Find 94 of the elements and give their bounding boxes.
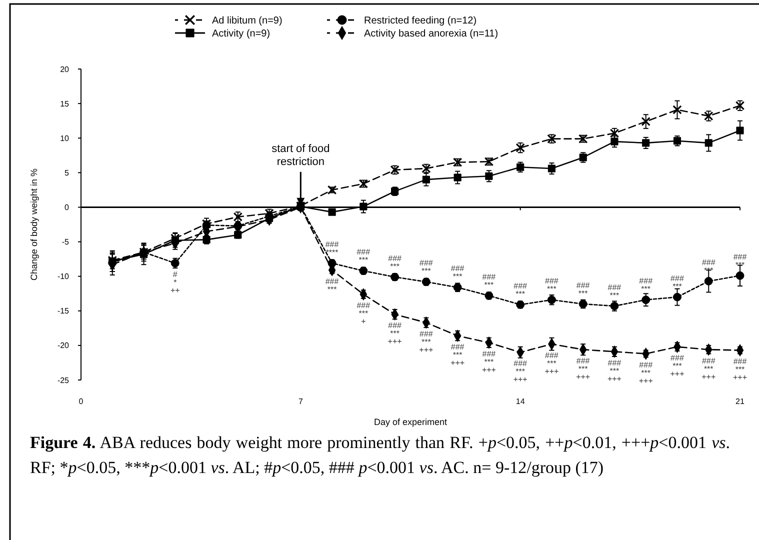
annotation: *** bbox=[358, 256, 368, 265]
y-tick-label: -15 bbox=[57, 306, 70, 316]
annotation: ### bbox=[670, 354, 684, 363]
annotation: *** bbox=[610, 366, 620, 376]
annotation: +++ bbox=[702, 372, 716, 382]
y-tick-label: -5 bbox=[62, 238, 70, 247]
annotation: *** bbox=[358, 309, 368, 318]
text: Figure 4. ABA reduces body weight more prominently than RF. +p<0.05, ++p<0.01, +++p<0.001 vs. RF; *p<0.05, ***p<0.001 vs. AL; #p<0.05, ### p<0.001 vs. AC. n= 9-12/group (17) bbox=[30, 433, 730, 477]
legend-label: Restricted feeding (n=12) bbox=[364, 16, 477, 26]
annotation: ### bbox=[702, 356, 716, 366]
annotation: ### bbox=[670, 274, 684, 283]
annotation: *** bbox=[484, 280, 494, 290]
annotation: ### bbox=[450, 342, 465, 352]
annotation: +++ bbox=[576, 372, 590, 382]
annotation: # bbox=[172, 270, 178, 279]
legend-label: Activity (n=9) bbox=[212, 28, 270, 40]
annotation: *** bbox=[735, 365, 745, 374]
y-tick-label: 10 bbox=[60, 134, 70, 143]
x-axis-title: Day of experiment bbox=[374, 417, 448, 427]
annotation: ### bbox=[420, 329, 434, 338]
annotation: ### bbox=[420, 258, 434, 268]
annotation: *** bbox=[704, 364, 714, 374]
annotation: +++ bbox=[388, 337, 402, 346]
annotation: *** bbox=[484, 357, 494, 366]
annotation: *** bbox=[672, 362, 682, 371]
annotation: + bbox=[361, 317, 366, 326]
annotation: +++ bbox=[732, 373, 748, 382]
annotation: ### bbox=[325, 276, 340, 286]
annotation: ++ bbox=[170, 286, 180, 295]
annotation: ### bbox=[608, 282, 622, 292]
annotation: *** bbox=[704, 266, 714, 275]
annotation: *** bbox=[547, 284, 556, 294]
annotation: ### bbox=[482, 349, 496, 358]
annotation: +++ bbox=[450, 358, 465, 368]
x-tick-label: 0 bbox=[78, 397, 84, 406]
annotation: *** bbox=[452, 350, 462, 360]
annotation: ### bbox=[733, 252, 748, 262]
annotation: ### bbox=[545, 350, 559, 360]
annotation: +++ bbox=[670, 370, 685, 379]
annotation: *** bbox=[422, 337, 431, 346]
annotation: ### bbox=[608, 358, 622, 368]
annotation: **** bbox=[326, 248, 338, 257]
legend-label: Ad libitum (n=9) bbox=[212, 16, 282, 26]
annotation: *** bbox=[547, 358, 556, 368]
annotation: +++ bbox=[607, 374, 622, 384]
annotation: ### bbox=[482, 272, 496, 282]
annotation: ### bbox=[356, 301, 371, 310]
x-tick-label: 14 bbox=[516, 397, 526, 406]
annotation: +++ bbox=[419, 345, 434, 354]
annotation: *** bbox=[641, 368, 651, 378]
annotation: ### bbox=[325, 240, 340, 249]
annotation: *** bbox=[610, 290, 620, 300]
annotation: *** bbox=[641, 284, 651, 294]
annotation: *** bbox=[422, 266, 431, 276]
annotation: * bbox=[174, 278, 177, 287]
y-tick-label: 5 bbox=[64, 168, 70, 178]
annotation: ### bbox=[514, 281, 528, 290]
y-tick-label: -20 bbox=[57, 341, 70, 350]
annotation: +++ bbox=[513, 375, 528, 384]
y-tick-label: -25 bbox=[57, 376, 70, 385]
annotation: +++ bbox=[544, 366, 560, 376]
annotation: start of food restriction bbox=[272, 142, 330, 168]
annotation: *** bbox=[452, 272, 462, 282]
legend-label: Activity based anorexia (n=11) bbox=[364, 28, 498, 40]
annotation: ### bbox=[388, 321, 402, 330]
annotation: ### bbox=[639, 360, 654, 370]
annotation: *** bbox=[390, 262, 400, 271]
y-tick-label: -10 bbox=[57, 272, 70, 282]
annotation: *** bbox=[578, 364, 588, 374]
annotation: ### bbox=[545, 276, 559, 286]
annotation: ### bbox=[356, 248, 371, 257]
annotation: *** bbox=[390, 329, 400, 338]
annotation: *** bbox=[578, 288, 588, 298]
annotation: ### bbox=[450, 264, 465, 274]
x-tick-label: 21 bbox=[736, 397, 745, 406]
y-axis-title: Change of body weight in % bbox=[29, 168, 39, 281]
annotation: ### bbox=[514, 359, 528, 368]
y-tick-label: 0 bbox=[64, 203, 70, 212]
annotation: ### bbox=[639, 276, 654, 286]
annotation: ### bbox=[733, 357, 748, 366]
y-tick-label: 15 bbox=[60, 99, 70, 108]
annotation: +++ bbox=[482, 365, 496, 374]
annotation: *** bbox=[735, 260, 745, 270]
annotation: *** bbox=[516, 367, 526, 376]
annotation: ### bbox=[576, 280, 590, 290]
annotation: ### bbox=[702, 258, 716, 267]
x-tick-label: 7 bbox=[298, 397, 304, 406]
annotation: +++ bbox=[638, 376, 654, 386]
annotation: *** bbox=[327, 284, 337, 294]
annotation: ### bbox=[576, 356, 590, 366]
annotation: ### bbox=[388, 254, 402, 263]
annotation: *** bbox=[516, 289, 526, 298]
y-tick-label: 20 bbox=[60, 64, 70, 74]
annotation: *** bbox=[672, 282, 682, 291]
